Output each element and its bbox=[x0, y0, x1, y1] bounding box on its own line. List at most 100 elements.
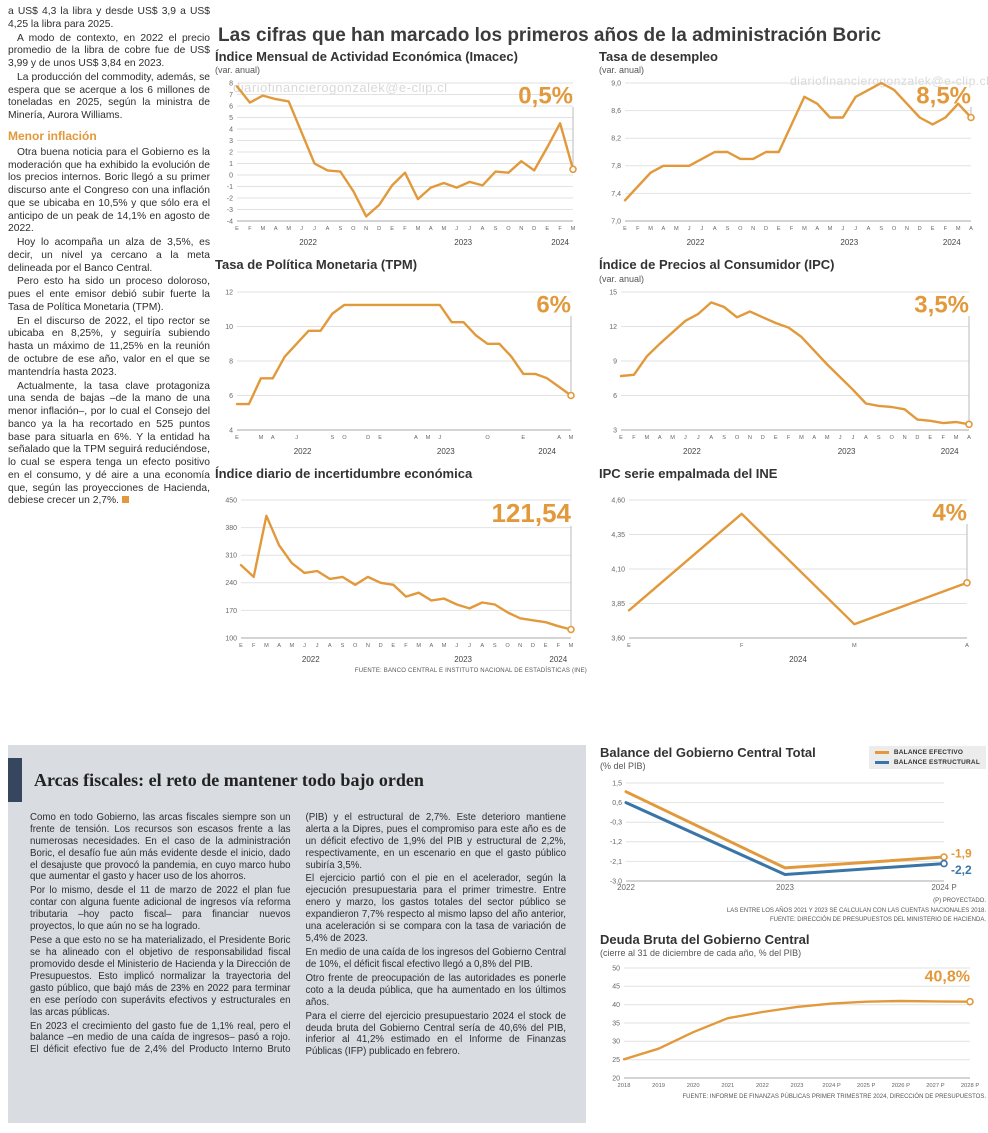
svg-text:4,10: 4,10 bbox=[611, 566, 625, 573]
legend-label: BALANCE EFECTIVO bbox=[893, 749, 964, 756]
svg-text:-3,0: -3,0 bbox=[610, 879, 622, 886]
chart-title: Deuda Bruta del Gobierno Central bbox=[600, 932, 810, 948]
source-note: LAS ENTRE LOS AÑOS 2021 Y 2023 SE CALCUL… bbox=[726, 907, 986, 914]
svg-text:A: A bbox=[965, 643, 969, 649]
svg-text:M: M bbox=[644, 435, 649, 441]
svg-text:O: O bbox=[351, 226, 356, 232]
svg-text:A: A bbox=[969, 226, 973, 232]
svg-text:A: A bbox=[328, 643, 332, 649]
svg-text:-2: -2 bbox=[227, 196, 233, 203]
svg-text:M: M bbox=[264, 643, 269, 649]
svg-text:4,35: 4,35 bbox=[611, 532, 625, 539]
svg-text:E: E bbox=[777, 226, 781, 232]
svg-text:A: A bbox=[864, 435, 868, 441]
svg-text:15: 15 bbox=[609, 289, 617, 296]
arcas-fiscales-header: Arcas fiscales: el reto de mantener todo… bbox=[8, 755, 586, 806]
svg-text:2020: 2020 bbox=[687, 1083, 700, 1089]
svg-text:-1: -1 bbox=[227, 184, 233, 191]
svg-text:M: M bbox=[648, 226, 653, 232]
svg-text:J: J bbox=[295, 435, 298, 441]
svg-text:S: S bbox=[339, 226, 343, 232]
svg-text:-0,3: -0,3 bbox=[610, 820, 622, 827]
svg-text:30: 30 bbox=[612, 1039, 620, 1046]
svg-text:E: E bbox=[235, 226, 239, 232]
article-top-paragraphs: a US$ 4,3 la libra y desde US$ 3,9 a US$… bbox=[8, 6, 210, 123]
svg-text:O: O bbox=[892, 226, 897, 232]
svg-text:M: M bbox=[571, 226, 576, 232]
svg-text:M: M bbox=[289, 643, 294, 649]
chart-subtitle: (cierre al 31 de diciembre de cada año, … bbox=[600, 948, 802, 959]
svg-text:A: A bbox=[480, 643, 484, 649]
svg-text:4%: 4% bbox=[932, 499, 967, 526]
svg-text:J: J bbox=[455, 226, 458, 232]
svg-text:J: J bbox=[313, 226, 316, 232]
svg-text:J: J bbox=[468, 643, 471, 649]
svg-text:F: F bbox=[632, 435, 636, 441]
svg-text:A: A bbox=[271, 435, 275, 441]
svg-text:M: M bbox=[426, 435, 431, 441]
end-marker-icon bbox=[122, 496, 130, 504]
arcas-fiscales-title: Arcas fiscales: el reto de mantener todo… bbox=[34, 769, 424, 790]
svg-text:-2,2: -2,2 bbox=[951, 863, 972, 877]
svg-text:M: M bbox=[441, 226, 446, 232]
svg-text:8,5%: 8,5% bbox=[916, 83, 971, 110]
svg-text:3: 3 bbox=[613, 427, 617, 434]
svg-text:J: J bbox=[697, 435, 700, 441]
chart-subtitle: (var. anual) bbox=[599, 65, 645, 76]
svg-text:3,5%: 3,5% bbox=[914, 291, 969, 318]
svg-text:45: 45 bbox=[612, 984, 620, 991]
svg-text:7,0: 7,0 bbox=[611, 219, 621, 226]
svg-text:10: 10 bbox=[225, 323, 233, 330]
chart-subtitle bbox=[215, 483, 587, 494]
svg-text:2023: 2023 bbox=[791, 1083, 804, 1089]
svg-text:6: 6 bbox=[229, 104, 233, 111]
svg-text:F: F bbox=[557, 643, 561, 649]
svg-text:E: E bbox=[378, 435, 382, 441]
article-paragraph: Por lo mismo, desde el 11 de marzo de 20… bbox=[30, 885, 291, 933]
desempleo-line-chart: 9,08,68,27,87,47,0E F M A M J J A S O N D E F M A M J J A S O… bbox=[611, 81, 975, 247]
svg-text:M: M bbox=[825, 435, 830, 441]
article-paragraph: El ejercicio partió con el pie en el ace… bbox=[305, 873, 567, 945]
svg-text:J: J bbox=[316, 643, 319, 649]
charts-grid: Índice Mensual de Actividad Económica (I… bbox=[215, 49, 985, 664]
svg-text:S: S bbox=[877, 435, 881, 441]
balance-chart-header: Balance del Gobierno Central Total (% de… bbox=[600, 745, 986, 773]
svg-text:A: A bbox=[429, 226, 433, 232]
source-note: (P) PROYECTADO. bbox=[933, 898, 986, 905]
svg-text:A: A bbox=[812, 435, 816, 441]
svg-text:E: E bbox=[390, 226, 394, 232]
svg-text:J: J bbox=[684, 435, 687, 441]
svg-text:S: S bbox=[493, 643, 497, 649]
svg-text:O: O bbox=[506, 226, 511, 232]
svg-text:7,8: 7,8 bbox=[611, 163, 621, 170]
svg-text:E: E bbox=[619, 435, 623, 441]
svg-text:40: 40 bbox=[612, 1003, 620, 1010]
svg-text:J: J bbox=[438, 435, 441, 441]
svg-text:E: E bbox=[931, 226, 935, 232]
svg-text:0,5%: 0,5% bbox=[518, 83, 573, 110]
svg-text:E: E bbox=[545, 226, 549, 232]
svg-text:2022: 2022 bbox=[302, 655, 320, 664]
svg-text:2022: 2022 bbox=[687, 238, 705, 247]
source-note: FUENTE: BANCO CENTRAL E INSTITUTO NACION… bbox=[354, 668, 587, 674]
svg-text:2022: 2022 bbox=[617, 883, 635, 892]
svg-text:-1,2: -1,2 bbox=[610, 839, 622, 846]
svg-text:2: 2 bbox=[229, 150, 233, 157]
deuda-chart-block: Deuda Bruta del Gobierno Central (cierre… bbox=[600, 932, 986, 1100]
svg-text:2025 P: 2025 P bbox=[857, 1083, 876, 1089]
svg-text:N: N bbox=[364, 226, 368, 232]
article-paragraph: Actualmente, la tasa clave protagoniza u… bbox=[8, 381, 210, 509]
chart-imacec: Índice Mensual de Actividad Económica (I… bbox=[215, 49, 587, 247]
svg-text:40,8%: 40,8% bbox=[925, 969, 970, 986]
svg-text:M: M bbox=[852, 643, 857, 649]
svg-text:M: M bbox=[569, 643, 574, 649]
svg-text:S: S bbox=[722, 435, 726, 441]
fiscal-charts: Balance del Gobierno Central Total (% de… bbox=[600, 745, 986, 1100]
svg-text:M: M bbox=[674, 226, 679, 232]
svg-text:F: F bbox=[404, 643, 408, 649]
svg-text:2024 P: 2024 P bbox=[822, 1083, 841, 1089]
svg-text:E: E bbox=[239, 643, 243, 649]
svg-text:D: D bbox=[915, 435, 919, 441]
